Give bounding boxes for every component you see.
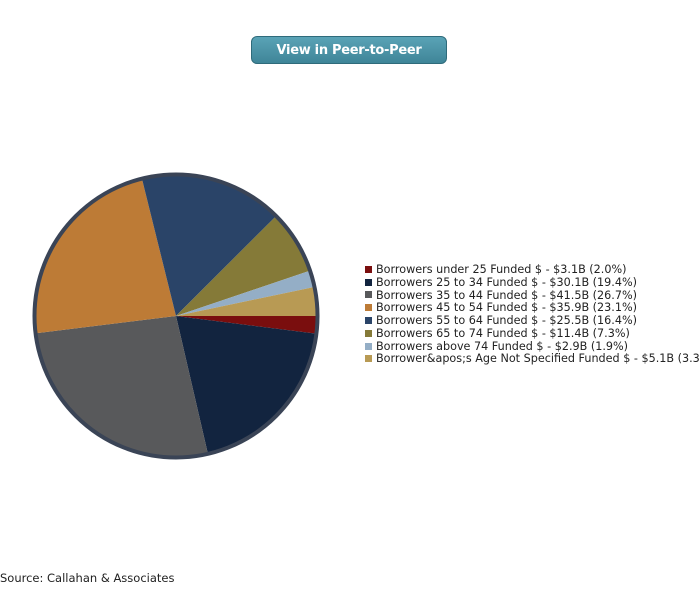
legend-label: Borrowers under 25 Funded $ - $3.1B (2.0… [376,262,627,276]
legend-swatch [365,329,372,337]
legend-swatch [365,317,372,325]
legend-label: Borrowers above 74 Funded $ - $2.9B (1.9… [376,339,628,353]
legend-label: Borrowers 65 to 74 Funded $ - $11.4B (7.… [376,326,630,340]
legend-item: Borrowers 25 to 34 Funded $ - $30.1B (19… [365,276,700,289]
legend-swatch [365,291,372,299]
legend-item: Borrowers 35 to 44 Funded $ - $41.5B (26… [365,289,700,302]
pie-slice [176,316,316,334]
pie-slice [176,217,309,316]
legend-swatch [365,278,372,286]
source-note: Source: Callahan & Associates [0,571,175,585]
pie-slice [37,316,208,456]
pie-border [32,172,320,460]
legend-label: Borrowers 25 to 34 Funded $ - $30.1B (19… [376,275,637,289]
view-in-peer-to-peer-button[interactable]: View in Peer-to-Peer [251,36,447,64]
legend-item: Borrowers under 25 Funded $ - $3.1B (2.0… [365,263,700,276]
pie-slice [176,271,314,316]
legend-item: Borrowers above 74 Funded $ - $2.9B (1.9… [365,340,700,353]
pie-slice [36,180,176,334]
legend-swatch [365,355,372,363]
legend-item: Borrowers 65 to 74 Funded $ - $11.4B (7.… [365,327,700,340]
legend-swatch [365,265,372,273]
legend-item: Borrower&apos;s Age Not Specified Funded… [365,352,700,366]
legend-label: Borrowers 55 to 64 Funded $ - $25.5B (16… [376,314,637,328]
legend-item: Borrowers 55 to 64 Funded $ - $25.5B (16… [365,314,700,327]
pie-slice [176,287,317,316]
pie-slice [142,175,276,316]
legend-swatch [365,304,372,312]
legend-label: Borrowers 45 to 54 Funded $ - $35.9B (23… [376,301,637,315]
legend-item: Borrowers 45 to 54 Funded $ - $35.9B (23… [365,301,700,314]
legend-label: Borrowers 35 to 44 Funded $ - $41.5B (26… [376,288,637,302]
legend-swatch [365,342,372,350]
pie-slice [176,316,315,453]
chart-legend: Borrowers under 25 Funded $ - $3.1B (2.0… [365,263,700,365]
legend-label: Borrower&apos;s Age Not Specified Funded… [376,352,700,366]
